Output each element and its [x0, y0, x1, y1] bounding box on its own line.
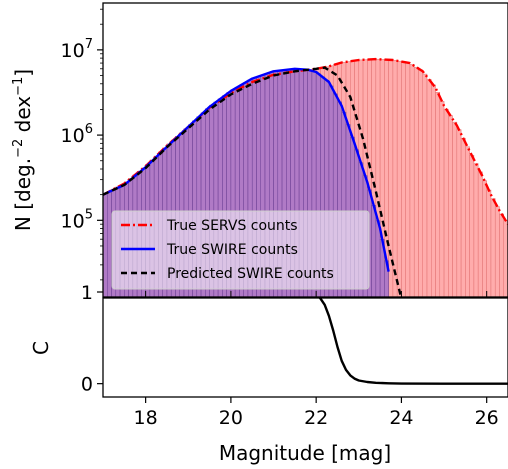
- completeness-frame: [102, 297, 508, 398]
- completeness-y-ticks: 01: [81, 282, 103, 396]
- c-tick-label: 1: [81, 282, 93, 304]
- legend-label-swire: True SWIRE counts: [166, 242, 298, 258]
- hist-bar-servs: [456, 129, 462, 297]
- y-tick-label: 107: [61, 37, 93, 62]
- completeness-plot-area: [103, 298, 508, 397]
- x-tick-label: 24: [389, 407, 413, 429]
- completeness-curve: [318, 298, 508, 385]
- hist-bar-servs: [477, 171, 483, 297]
- hist-bar-servs: [448, 115, 453, 297]
- ylabel-part-3: ]: [11, 69, 35, 77]
- hist-bar-servs: [418, 69, 423, 297]
- count-lines: [103, 57, 508, 297]
- x-tick-label: 22: [304, 407, 328, 429]
- hist-bar-servs: [499, 213, 504, 297]
- hist-bar-servs: [452, 121, 458, 297]
- hist-bar-servs: [460, 137, 466, 297]
- completeness-panel: 01 18 20 22 24 26 C Magnitude [mag]: [29, 282, 508, 465]
- hist-bar-swire: [107, 191, 112, 297]
- hist-bar-servs: [473, 163, 479, 297]
- ylabel-part-2: dex: [11, 96, 35, 139]
- y-tick-exponent: 6: [85, 122, 93, 137]
- legend-box: [111, 210, 370, 290]
- hist-bar-servs: [490, 198, 496, 297]
- predicted-counts-line: [103, 66, 403, 297]
- hist-bar-servs: [486, 189, 492, 297]
- hist-bar-servs: [401, 61, 406, 297]
- hist-bar-servs: [439, 101, 445, 297]
- y-tick-base: 10: [61, 125, 85, 147]
- completeness-line: [318, 298, 508, 385]
- ylabel-exp-1: −2: [11, 139, 26, 158]
- ylabel-part-1: N [deg.: [11, 158, 35, 231]
- hist-bar-swire: [375, 220, 381, 297]
- y-tick-label: 106: [61, 122, 93, 147]
- hist-bar-servs: [409, 64, 415, 297]
- hist-bar-servs: [435, 91, 441, 297]
- legend: True SERVS counts True SWIRE counts Pred…: [111, 210, 370, 290]
- hist-bar-servs: [431, 84, 436, 297]
- hist-bar-servs: [413, 66, 419, 297]
- legend-label-predicted: Predicted SWIRE counts: [167, 266, 334, 282]
- y-tick-exponent: 5: [85, 207, 93, 222]
- c-tick-label: 0: [81, 374, 93, 396]
- hist-bar-swire: [371, 205, 377, 297]
- x-tick-label: 20: [219, 407, 243, 429]
- y-tick-base: 10: [61, 40, 85, 62]
- x-tick-label: 18: [134, 407, 158, 429]
- x-axis-label: Magnitude [mag]: [219, 441, 391, 465]
- y-tick-base: 10: [61, 210, 85, 232]
- hist-bar-servs: [422, 73, 428, 297]
- x-tick-label: 26: [475, 407, 499, 429]
- completeness-y-axis-label: C: [29, 341, 53, 355]
- hist-bar-servs: [465, 146, 470, 297]
- hist-bar-servs: [469, 154, 475, 297]
- y-tick-exponent: 7: [85, 37, 93, 52]
- hist-bar-servs: [426, 79, 432, 297]
- hist-bar-servs: [396, 60, 402, 297]
- counts-frame: [102, 2, 508, 298]
- hist-bar-servs: [405, 62, 411, 297]
- hist-bar-servs: [443, 108, 449, 297]
- hist-bar-servs: [482, 180, 487, 297]
- magnitude-x-ticks: 18 20 22 24 26: [134, 291, 499, 429]
- hist-bar-servs: [494, 206, 500, 297]
- ylabel-exp-2: −1: [11, 77, 26, 96]
- counts-y-axis-label: N [deg.−2 dex−1]: [11, 69, 35, 231]
- legend-label-servs: True SERVS counts: [166, 218, 298, 234]
- y-tick-label: 105: [61, 207, 93, 232]
